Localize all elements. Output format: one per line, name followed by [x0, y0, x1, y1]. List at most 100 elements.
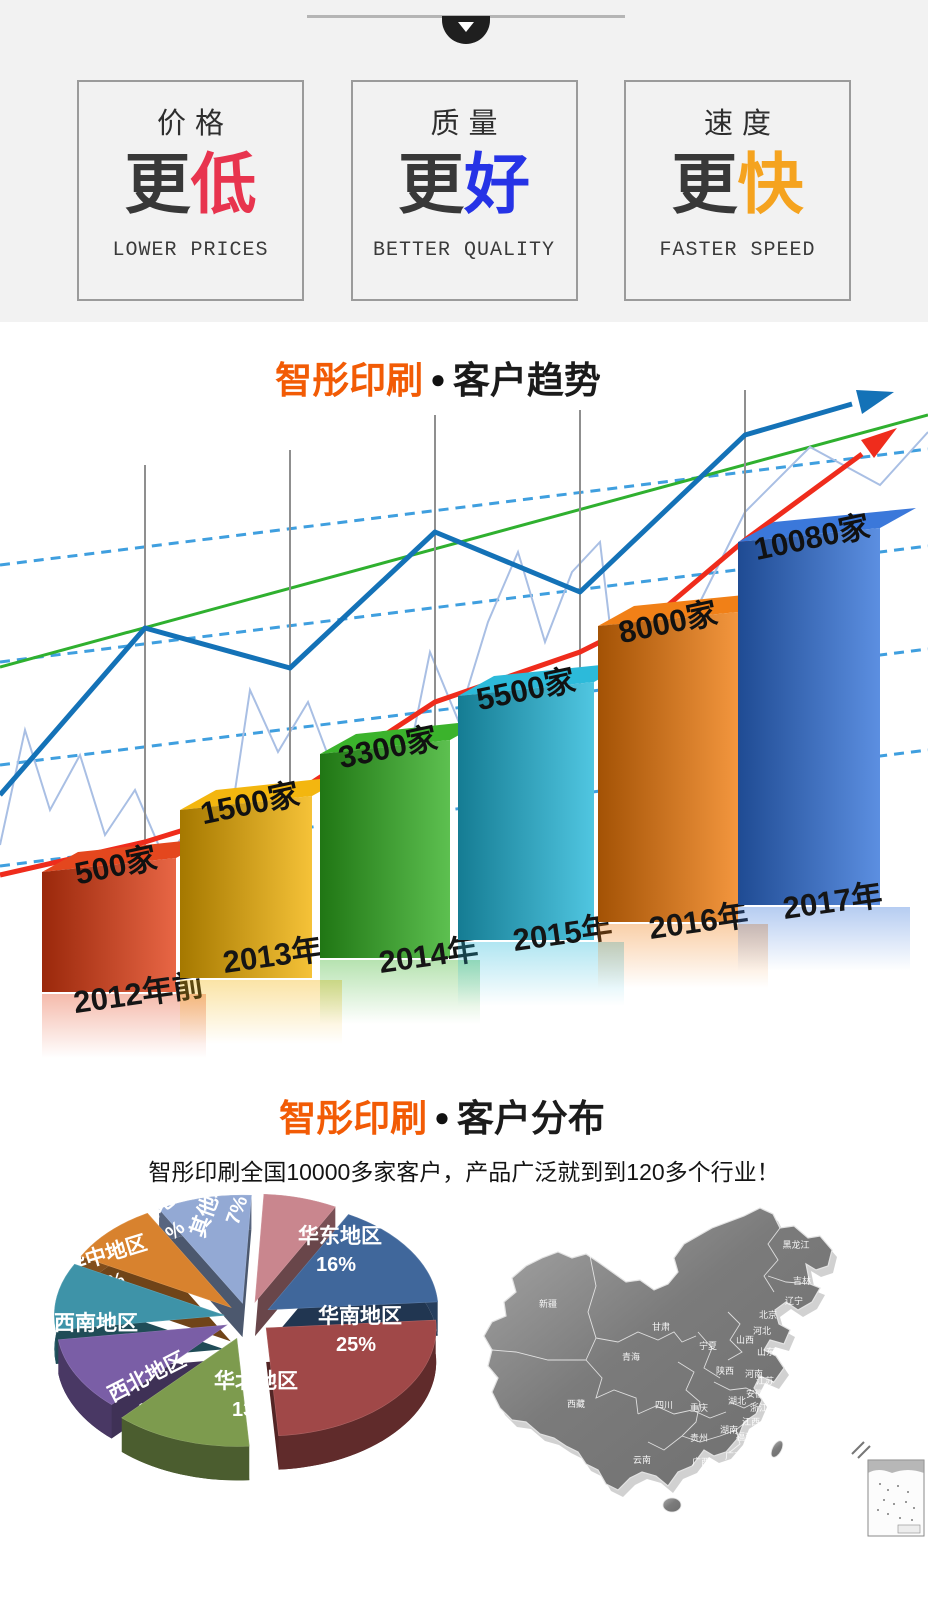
bar-top-face	[320, 720, 486, 754]
province-label: 云南	[633, 1454, 651, 1465]
province-label: 湖北	[728, 1396, 746, 1406]
province-label: 重庆	[690, 1402, 708, 1413]
bar-reflection	[458, 942, 624, 1006]
feature-box-quality: 质量 更好 BETTER QUALITY	[350, 80, 578, 301]
pie-slice	[80, 1212, 232, 1308]
feature-title: 价格	[156, 108, 233, 140]
bar-top-face	[42, 838, 212, 872]
channel-dashed-line	[0, 544, 928, 664]
bar-reflection	[180, 980, 342, 1044]
province-label: 新疆	[539, 1298, 557, 1309]
south-china-sea-inset	[867, 1459, 925, 1537]
blue-arrowhead-icon	[856, 390, 894, 414]
province-label: 广西	[692, 1456, 710, 1467]
province-borders	[491, 1227, 811, 1453]
pie-slice-rim	[58, 1339, 112, 1439]
svg-text:13%: 13%	[232, 1399, 272, 1421]
feature-caption: LOWER PRICES	[112, 239, 269, 263]
feature-box-price: 价格 更低 LOWER PRICES	[77, 80, 304, 301]
blue-trend-line	[0, 401, 853, 797]
svg-text:16%: 16%	[316, 1254, 356, 1276]
bar-reflection	[320, 960, 480, 1024]
province-label: 江西	[742, 1417, 760, 1427]
pie-slice	[54, 1263, 225, 1331]
province-label: 宁夏	[699, 1340, 717, 1351]
down-arrow-icon	[458, 22, 474, 32]
province-label: 辽宁	[785, 1295, 803, 1306]
regression-line	[0, 413, 928, 669]
brand-name: 智彤印刷	[279, 1098, 428, 1139]
china-mainland	[483, 1207, 833, 1491]
province-label: 山东	[757, 1346, 775, 1357]
pie-slice	[158, 1194, 252, 1304]
bar-front-face	[598, 612, 738, 922]
bar-front-face	[458, 682, 594, 940]
bar-front-face	[320, 740, 450, 958]
bar-front-face	[738, 528, 880, 905]
pie-slice-label: 华东地区 16%	[298, 1224, 382, 1276]
channel-dashed-line	[0, 447, 928, 567]
svg-text:华北地区: 华北地区	[214, 1369, 298, 1393]
bar-top-face	[458, 662, 630, 696]
feature-title: 速度	[703, 108, 780, 140]
bar-top-face	[738, 508, 916, 542]
pie-slice-rim	[278, 1320, 437, 1470]
province-label: 吉林	[793, 1275, 811, 1286]
province-label: 福建	[736, 1431, 754, 1442]
pie-slice	[267, 1214, 439, 1311]
feature-caption: BETTER QUALITY	[372, 239, 556, 263]
feature-caption: FASTER SPEED	[659, 239, 816, 263]
svg-text:华南地区: 华南地区	[318, 1304, 402, 1328]
feature-title: 质量	[430, 108, 507, 140]
pie-slice	[265, 1319, 437, 1436]
province-label: 湖南	[720, 1424, 738, 1435]
hainan-island	[662, 1497, 682, 1513]
customer-distribution-pie-chart: 东北地区9%其他地区7%华中地区9%华东地区16%西南地区10%西北地区11%华…	[54, 1183, 439, 1481]
province-label: 贵州	[690, 1432, 708, 1443]
bullet-icon: ●	[434, 1102, 450, 1132]
bar-reflection	[42, 994, 206, 1058]
feature-boxes: 价格 更低 LOWER PRICES 质量 更好 BETTER QUALITY …	[77, 80, 851, 301]
bullet-icon: ●	[430, 364, 446, 394]
province-label: 浙江	[750, 1402, 768, 1413]
province-label: 广东	[725, 1450, 743, 1461]
province-label: 河南	[745, 1368, 763, 1379]
bar-front-face	[180, 796, 312, 978]
svg-text:华东地区: 华东地区	[298, 1224, 382, 1248]
features-section: 价格 更低 LOWER PRICES 质量 更好 BETTER QUALITY …	[0, 0, 928, 322]
province-label: 陕西	[716, 1365, 734, 1376]
pie-slice	[121, 1337, 250, 1447]
pie-slice-label: 华南地区 25%	[318, 1304, 402, 1356]
province-label: 青海	[622, 1351, 640, 1362]
province-label: 山西	[736, 1335, 754, 1345]
province-label: 四川	[655, 1400, 673, 1410]
brand-name: 智彤印刷	[275, 360, 424, 401]
customer-trend-chart: 500家2012年前1500家2013年3300家2014年5500家2015年…	[0, 390, 928, 1058]
svg-text:西南地区: 西南地区	[54, 1311, 138, 1335]
province-label: 甘肃	[652, 1321, 670, 1332]
province-label: 西藏	[567, 1398, 585, 1409]
pie-slice	[254, 1193, 336, 1304]
red-arrowhead-icon	[861, 428, 897, 458]
pie-slice-rim	[121, 1417, 250, 1481]
feature-emphasis: 更低	[124, 147, 257, 221]
bar-front-face	[42, 858, 176, 992]
bar-top-face	[598, 592, 774, 626]
pie-slice	[57, 1324, 228, 1405]
feature-emphasis: 更快	[671, 147, 804, 221]
province-label: 河北	[753, 1325, 771, 1336]
sea-break-marks	[851, 1441, 871, 1459]
feature-box-speed: 速度 更快 FASTER SPEED	[624, 80, 851, 301]
trend-section-title: 智彤印刷 ● 客户趋势	[275, 360, 601, 401]
distribution-section-title: 智彤印刷 ● 客户分布	[279, 1098, 605, 1139]
svg-text:25%: 25%	[336, 1334, 376, 1356]
